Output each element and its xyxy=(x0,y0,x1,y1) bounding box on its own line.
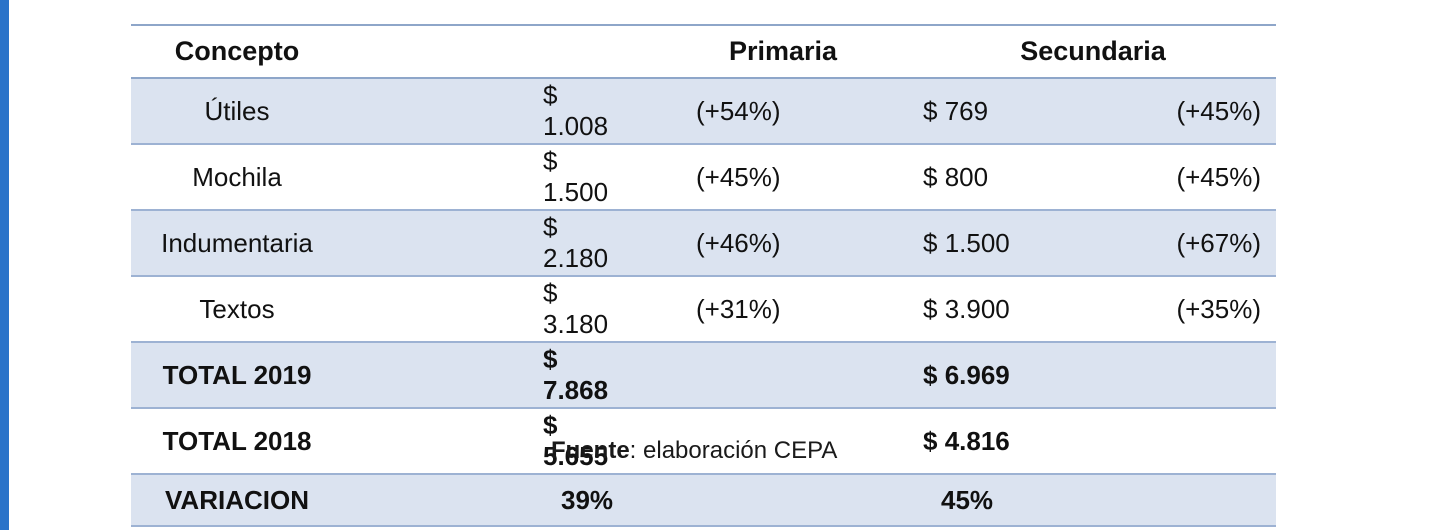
row-secundaria-change: (+35%) xyxy=(1013,276,1277,343)
header-primaria: Primaria xyxy=(343,24,837,79)
row-primaria-value: $ 3.180 xyxy=(343,276,608,343)
table-row: Indumentaria $ 2.180 (+46%) $ 1.500 (+67… xyxy=(131,210,1277,277)
row-primaria-change: (+45%) xyxy=(565,144,781,211)
total-label: TOTAL 2018 xyxy=(131,408,343,475)
row-secundaria-change: (+45%) xyxy=(1013,78,1277,145)
source-note: Fuente: elaboración CEPA xyxy=(0,437,1441,465)
row-secundaria-value: $ 800 xyxy=(757,144,1014,211)
row-primaria-change: (+46%) xyxy=(565,210,781,277)
row-secundaria-value: $ 769 xyxy=(757,78,1014,145)
row-concepto: Útiles xyxy=(131,78,343,145)
row-secundaria-value: $ 1.500 xyxy=(757,210,1014,277)
empty-cell xyxy=(565,474,758,527)
total-primaria-value: $ 5.655 xyxy=(343,408,608,475)
variation-primaria-value: 39% xyxy=(343,474,613,527)
header-concepto: Concepto xyxy=(131,24,343,79)
total-primaria-value: $ 7.868 xyxy=(343,342,608,409)
row-primaria-value: $ 2.180 xyxy=(343,210,608,277)
total-label: TOTAL 2019 xyxy=(131,342,343,409)
total-secundaria-value: $ 6.969 xyxy=(757,342,1014,409)
table-row: Mochila $ 1.500 (+45%) $ 800 (+45%) xyxy=(131,144,1277,211)
school-costs-table: Concepto Primaria Secundaria Útiles $ 1.… xyxy=(131,24,1277,527)
row-concepto: Textos xyxy=(131,276,343,343)
variation-secundaria-value: 45% xyxy=(757,474,1014,527)
row-secundaria-change: (+67%) xyxy=(1013,210,1277,277)
table-row: Textos $ 3.180 (+31%) $ 3.900 (+35%) xyxy=(131,276,1277,343)
row-primaria-value: $ 1.500 xyxy=(343,144,608,211)
source-label: Fuente xyxy=(551,437,630,464)
table-header-row: Concepto Primaria Secundaria xyxy=(131,24,1277,79)
empty-cell xyxy=(1013,474,1277,527)
total-row: TOTAL 2018 $ 5.655 $ 4.816 xyxy=(131,408,1277,475)
empty-cell xyxy=(565,408,758,475)
table-row: Útiles $ 1.008 (+54%) $ 769 (+45%) xyxy=(131,78,1277,145)
total-row: TOTAL 2019 $ 7.868 $ 6.969 xyxy=(131,342,1277,409)
variation-row: VARIACION 39% 45% xyxy=(131,474,1277,527)
total-secundaria-value: $ 4.816 xyxy=(757,408,1014,475)
empty-cell xyxy=(1013,408,1277,475)
row-primaria-change: (+31%) xyxy=(565,276,781,343)
row-concepto: Indumentaria xyxy=(131,210,343,277)
variation-label: VARIACION xyxy=(131,474,343,527)
empty-cell xyxy=(565,342,758,409)
empty-cell xyxy=(1013,342,1277,409)
header-secundaria: Secundaria xyxy=(757,24,1277,79)
left-edge-bar xyxy=(0,0,9,530)
row-concepto: Mochila xyxy=(131,144,343,211)
school-costs-table-container: Concepto Primaria Secundaria Útiles $ 1.… xyxy=(131,24,1277,527)
row-primaria-value: $ 1.008 xyxy=(343,78,608,145)
row-secundaria-change: (+45%) xyxy=(1013,144,1277,211)
source-text: : elaboración CEPA xyxy=(629,437,838,464)
row-secundaria-value: $ 3.900 xyxy=(757,276,1014,343)
row-primaria-change: (+54%) xyxy=(565,78,781,145)
